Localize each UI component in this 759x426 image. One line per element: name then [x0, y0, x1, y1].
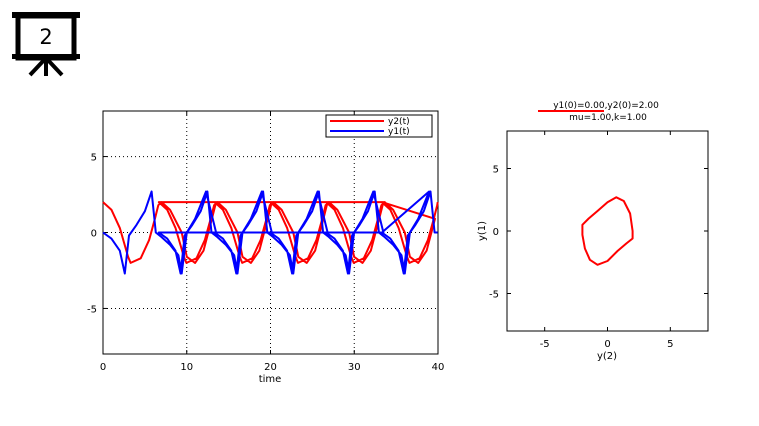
y-tick-label: -5: [87, 304, 97, 315]
phase-trajectory-line: [581, 196, 634, 266]
x-tick-label: 0: [100, 362, 106, 373]
x-axis-label: time: [259, 374, 282, 385]
legend-label-y1: y1(t): [388, 127, 410, 137]
x-tick-label: 5: [667, 339, 673, 350]
legend: y2(t) y1(t): [325, 114, 433, 138]
y-tick-label: 0: [493, 227, 499, 238]
slide-number: 2: [39, 25, 53, 49]
y-tick-label: -5: [489, 290, 499, 301]
legend-label-y2: y2(t): [388, 117, 410, 127]
series-line-y1: [102, 190, 438, 275]
plot-frame: [506, 130, 709, 332]
grid-lines: [103, 111, 438, 354]
x-tick-label: 20: [264, 362, 277, 373]
x-tick-label: 40: [432, 362, 445, 373]
y-tick-label: 5: [493, 165, 499, 176]
phase-title-line2: mu=1.00,k=1.00: [569, 113, 647, 123]
axis-ticks: 0 10 20 30 40 -5 0 5: [87, 111, 444, 373]
y-tick-label: 0: [91, 229, 97, 240]
axis-ticks: -5 0 5 -5 0 5: [489, 131, 708, 350]
x-tick-label: -5: [540, 339, 550, 350]
series-line-y2: [102, 201, 439, 264]
phase-title-line1: y1(0)=0.00,y2(0)=2.00: [553, 101, 659, 111]
x-tick-label: 0: [604, 339, 610, 350]
x-tick-label: 10: [180, 362, 193, 373]
x-tick-label: 30: [348, 362, 361, 373]
series-group: [581, 196, 634, 266]
presentation-board-icon[interactable]: 2: [10, 10, 82, 78]
y-axis-label: y(1): [477, 221, 488, 241]
series-group: [102, 190, 439, 275]
x-axis-label: y(2): [597, 351, 617, 362]
y-tick-label: 5: [91, 153, 97, 164]
